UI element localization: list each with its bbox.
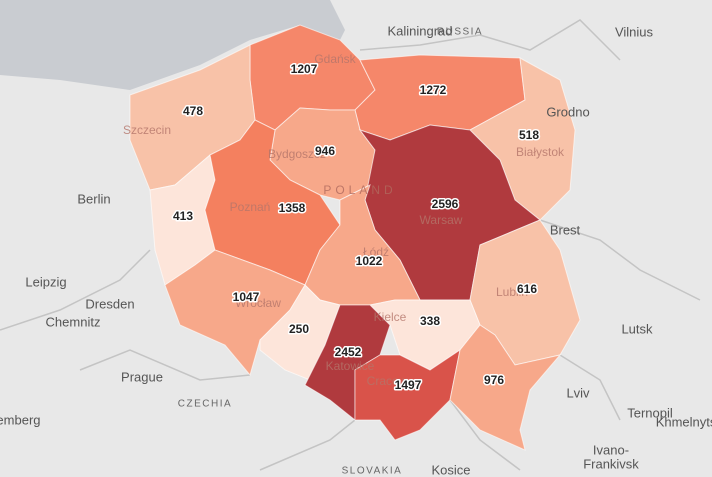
region-value: 1022: [356, 254, 383, 268]
place-label: Kielce: [374, 310, 407, 324]
region: [449, 324, 562, 451]
place-label: Bydgoszcz: [268, 147, 326, 161]
regions: [129, 24, 581, 451]
region-value: 2596: [432, 197, 459, 211]
region-value: 413: [173, 209, 193, 223]
place-label: Ivano-: [593, 442, 629, 457]
region-value: 976: [484, 373, 504, 387]
place-label: Vilnius: [615, 24, 654, 39]
region-value: 478: [183, 104, 203, 118]
place-label: Kaliningrad: [387, 23, 452, 38]
place-label: Lutsk: [621, 321, 653, 336]
place-label: Grodno: [546, 104, 589, 119]
region-value: 1358: [279, 201, 306, 215]
place-label: Lviv: [566, 385, 590, 400]
region-value: 250: [289, 322, 309, 336]
region-value: 1497: [395, 378, 422, 392]
place-label: Gdańsk: [314, 52, 356, 66]
place-label: Warsaw: [420, 213, 463, 227]
region-value: 2452: [335, 345, 362, 359]
region-value: 1272: [420, 83, 447, 97]
place-label: Szczecin: [123, 123, 171, 137]
place-label: Prague: [121, 369, 163, 384]
region-value: 518: [519, 128, 539, 142]
place-label: Cracow: [367, 374, 408, 388]
place-label: Katowice: [326, 359, 375, 373]
region-value: 616: [517, 282, 537, 296]
place-label: Poznań: [230, 200, 271, 214]
place-label: POLAND: [323, 183, 396, 197]
region-value: 1207: [291, 62, 318, 76]
region: [354, 348, 461, 441]
place-label: Chemnitz: [46, 314, 101, 329]
place-label: Berlin: [77, 191, 110, 206]
place-label: Łódź: [363, 245, 389, 259]
place-label: Frankivsk: [583, 456, 639, 471]
region-value: 338: [420, 314, 440, 328]
place-label: Brest: [550, 222, 581, 237]
place-label: Wrocław: [235, 296, 281, 310]
place-label: Dresden: [85, 296, 134, 311]
place-label: SLOVAKIA: [342, 466, 403, 477]
place-label: RUSSIA: [437, 27, 483, 38]
place-label: Kosice: [431, 462, 470, 477]
place-label: Leipzig: [25, 274, 66, 289]
place-label: Lublin: [496, 285, 528, 299]
place-label: Białystok: [516, 145, 565, 159]
place-label: Ternopil: [627, 405, 673, 420]
place-label: Nuremberg: [0, 412, 41, 427]
place-label: Khmelnytskyi: [656, 414, 712, 429]
sea: [0, 0, 345, 90]
place-label: CZECHIA: [178, 399, 232, 410]
region-value: 1047: [233, 290, 260, 304]
region-value: 946: [315, 144, 335, 158]
borders: [0, 19, 701, 471]
